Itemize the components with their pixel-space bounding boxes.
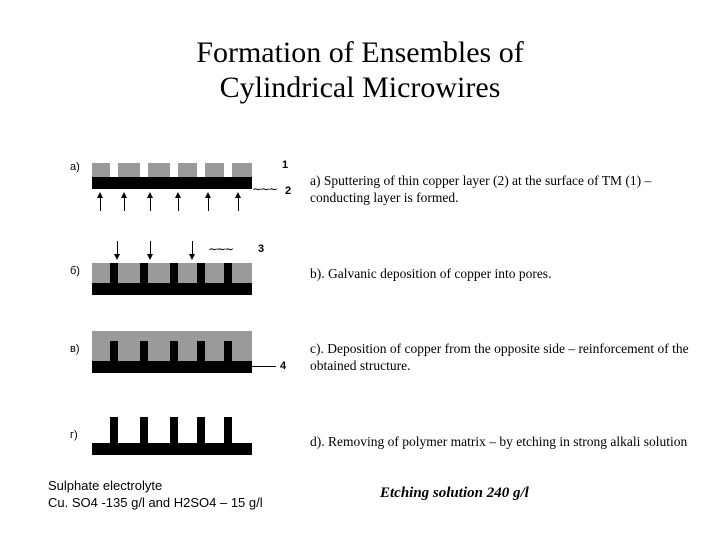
arrow-up-icon	[124, 197, 125, 211]
step-a-baseplate	[92, 177, 252, 189]
arrow-down-icon	[150, 241, 151, 255]
step-b-wavy: ∼∼∼	[208, 245, 232, 253]
step-d-diagram: г)	[0, 407, 310, 477]
step-a-diagram: а) ∼∼∼ 1 2	[0, 155, 310, 225]
step-a-label: а)	[70, 161, 80, 173]
title-line-1: Formation of Ensembles of	[196, 36, 523, 69]
footer-electrolyte: Sulphate electrolyte Cu. SO4 -135 g/l an…	[48, 477, 263, 512]
step-b-diagram: б) ∼∼∼ 3	[0, 239, 310, 309]
step-a-caption: а) Sputtering of thin copper layer (2) a…	[310, 173, 710, 207]
footer-etching: Etching solution 240 g/l	[380, 485, 529, 502]
microwire-icon	[170, 417, 178, 443]
arrow-up-icon	[150, 197, 151, 211]
arrow-down-icon	[192, 241, 193, 255]
arrow-up-icon	[208, 197, 209, 211]
step-b-row: б) ∼∼∼ 3 b). Galvanic deposition of copp…	[0, 239, 720, 309]
step-c-baseplate	[92, 361, 252, 373]
step-b-baseplate	[92, 283, 252, 295]
numlabel-1: 1	[282, 159, 288, 171]
page-title: Formation of Ensembles of Cylindrical Mi…	[0, 0, 720, 105]
electrolyte-title: Sulphate electrolyte	[48, 478, 162, 493]
arrow-up-icon	[100, 197, 101, 211]
step-d-row: г) d). Removing of polymer matrix – by e…	[0, 407, 720, 477]
numlabel-2: 2	[285, 185, 291, 197]
step-c-diagram: в) 4	[0, 323, 310, 393]
step-c-topcap	[92, 331, 252, 341]
title-line-2: Cylindrical Microwires	[220, 71, 501, 104]
microwire-icon	[197, 417, 205, 443]
microwire-icon	[140, 417, 148, 443]
label4-line	[252, 366, 276, 367]
electrolyte-body: Cu. SO4 -135 g/l and H2SO4 – 15 g/l	[48, 495, 263, 510]
step-b-caption: b). Galvanic deposition of copper into p…	[310, 266, 710, 283]
content-area: а) ∼∼∼ 1 2 а) Sputtering of th	[0, 155, 720, 491]
microwire-icon	[224, 417, 232, 443]
step-b-label: б)	[70, 265, 80, 277]
numlabel-3: 3	[258, 243, 264, 255]
step-a-pore-strip	[92, 163, 252, 177]
arrow-up-icon	[238, 197, 239, 211]
step-b-pore-strip	[92, 263, 252, 283]
step-a-wavy: ∼∼∼	[252, 185, 276, 193]
step-d-baseplate	[92, 443, 252, 455]
step-c-row: в) 4 c). Deposition of copper from the o…	[0, 323, 720, 393]
step-c-label: в)	[70, 343, 80, 355]
microwire-icon	[110, 417, 118, 443]
step-c-caption: c). Deposition of copper from the opposi…	[310, 341, 710, 375]
step-c-pore-strip	[92, 341, 252, 361]
step-d-label: г)	[70, 429, 78, 441]
step-a-row: а) ∼∼∼ 1 2 а) Sputtering of th	[0, 155, 720, 225]
numlabel-4: 4	[280, 360, 286, 372]
arrow-down-icon	[117, 241, 118, 255]
arrow-up-icon	[178, 197, 179, 211]
step-d-caption: d). Removing of polymer matrix – by etch…	[310, 434, 710, 451]
